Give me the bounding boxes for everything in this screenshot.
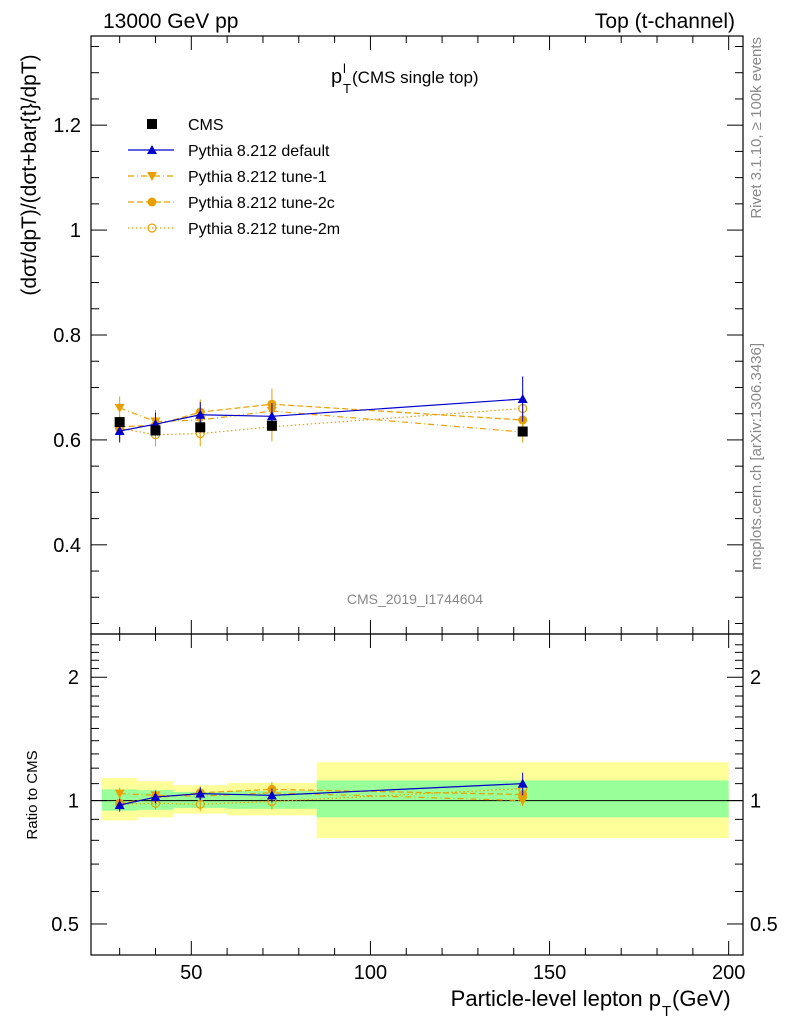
ratio-y-tick-label-left: 1	[68, 791, 79, 813]
x-axis-label-subscript: T	[662, 1003, 671, 1020]
y-tick-label: 0.4	[53, 535, 81, 557]
ratio-y-tick-label-left: 2	[68, 667, 79, 689]
legend-label-tune1: Pythia 8.212 tune-1	[188, 169, 327, 186]
analysis-watermark: CMS_2019_I1744604	[347, 591, 483, 607]
ratio-y-tick-label-right: 1	[750, 791, 761, 813]
plot-title-suffix: (CMS single top)	[352, 68, 479, 87]
ratio-point-tune1	[517, 796, 528, 806]
data-point-tune1	[114, 403, 125, 413]
data-point-cms	[114, 417, 125, 428]
plot-title-symbol: p	[331, 66, 342, 88]
x-tick-label: 150	[533, 962, 566, 984]
ratio-point-default	[517, 778, 528, 788]
data-point-cms	[150, 425, 161, 436]
data-point-cms	[266, 420, 277, 431]
ratio-series-default	[114, 772, 528, 812]
rivet-version-label: Rivet 3.1.10, ≥ 100k events	[748, 37, 765, 219]
data-point-cms	[517, 426, 528, 437]
data-point-default	[517, 393, 528, 403]
x-tick-label: 100	[354, 962, 387, 984]
header-left: 13000 GeV pp	[103, 10, 238, 33]
y-axis-label: (dσt/dpT)/(dσt+bar{t}/dpT)	[18, 54, 41, 295]
y-tick-label: 1.2	[53, 115, 81, 137]
data-point-cms	[195, 422, 206, 433]
plot-title: p lT (CMS single top)	[331, 61, 479, 96]
y-tick-label: 1	[70, 220, 81, 242]
mcplots-credit-label: mcplots.cern.ch [arXiv:1306.3436]	[748, 343, 765, 570]
legend-marker-tune2m	[147, 223, 157, 233]
series-line-tune1	[119, 407, 523, 433]
legend-marker-tune2c	[147, 197, 157, 207]
legend-marker-cms	[147, 119, 157, 129]
legend-label-tune2m: Pythia 8.212 tune-2m	[188, 221, 340, 238]
ratio-y-tick-label-right: 2	[750, 667, 761, 689]
y-tick-label: 0.8	[53, 325, 81, 347]
ratio-y-axis-label: Ratio to CMS	[24, 750, 41, 839]
ratio-y-tick-label-left: 0.5	[51, 914, 79, 936]
ratio-y-tick-label-right: 0.5	[750, 914, 778, 936]
legend-marker-default	[147, 145, 157, 154]
series-cms	[114, 417, 528, 437]
data-point-default	[195, 409, 206, 419]
x-axis-label-unit: (GeV)	[672, 986, 731, 1011]
plot-title-superscript: l	[343, 61, 346, 76]
series-tune2m	[115, 390, 528, 447]
x-axis-label-main: Particle-level lepton p	[451, 986, 661, 1011]
plot-title-subscript: T	[343, 81, 351, 96]
ratio-panel: 0.5 0.5 1 1 2 2 50 100 150 200 Ratio to CMS Particl…	[24, 633, 778, 1020]
legend: CMS Pythia 8.212 default Pythia 8.212 tune…	[128, 117, 340, 238]
main-panel: 0.4 0.6 0.8 1 1.2 p lT (CMS single top) (dσt/dp…	[18, 35, 744, 635]
ratio-frame	[90, 633, 744, 956]
ratio-point-tune1	[114, 789, 125, 799]
x-tick-label: 200	[712, 962, 745, 984]
x-axis-label: Particle-level lepton pT (GeV)	[451, 986, 731, 1020]
legend-label-tune2c: Pythia 8.212 tune-2c	[188, 195, 335, 212]
legend-label-default: Pythia 8.212 default	[188, 143, 330, 160]
header-right: Top (t-channel)	[595, 10, 735, 33]
y-tick-label: 0.6	[53, 430, 81, 452]
ratio-point-default	[266, 790, 277, 800]
data-point-default	[266, 411, 277, 421]
legend-label-cms: CMS	[188, 117, 224, 134]
x-tick-label: 50	[180, 962, 202, 984]
data-point-default	[114, 425, 125, 435]
series-default	[114, 376, 528, 443]
ratio-point-default	[150, 792, 161, 802]
legend-marker-tune1	[147, 172, 157, 181]
ratio-point-default	[114, 800, 125, 810]
ratio-point-default	[195, 788, 206, 798]
